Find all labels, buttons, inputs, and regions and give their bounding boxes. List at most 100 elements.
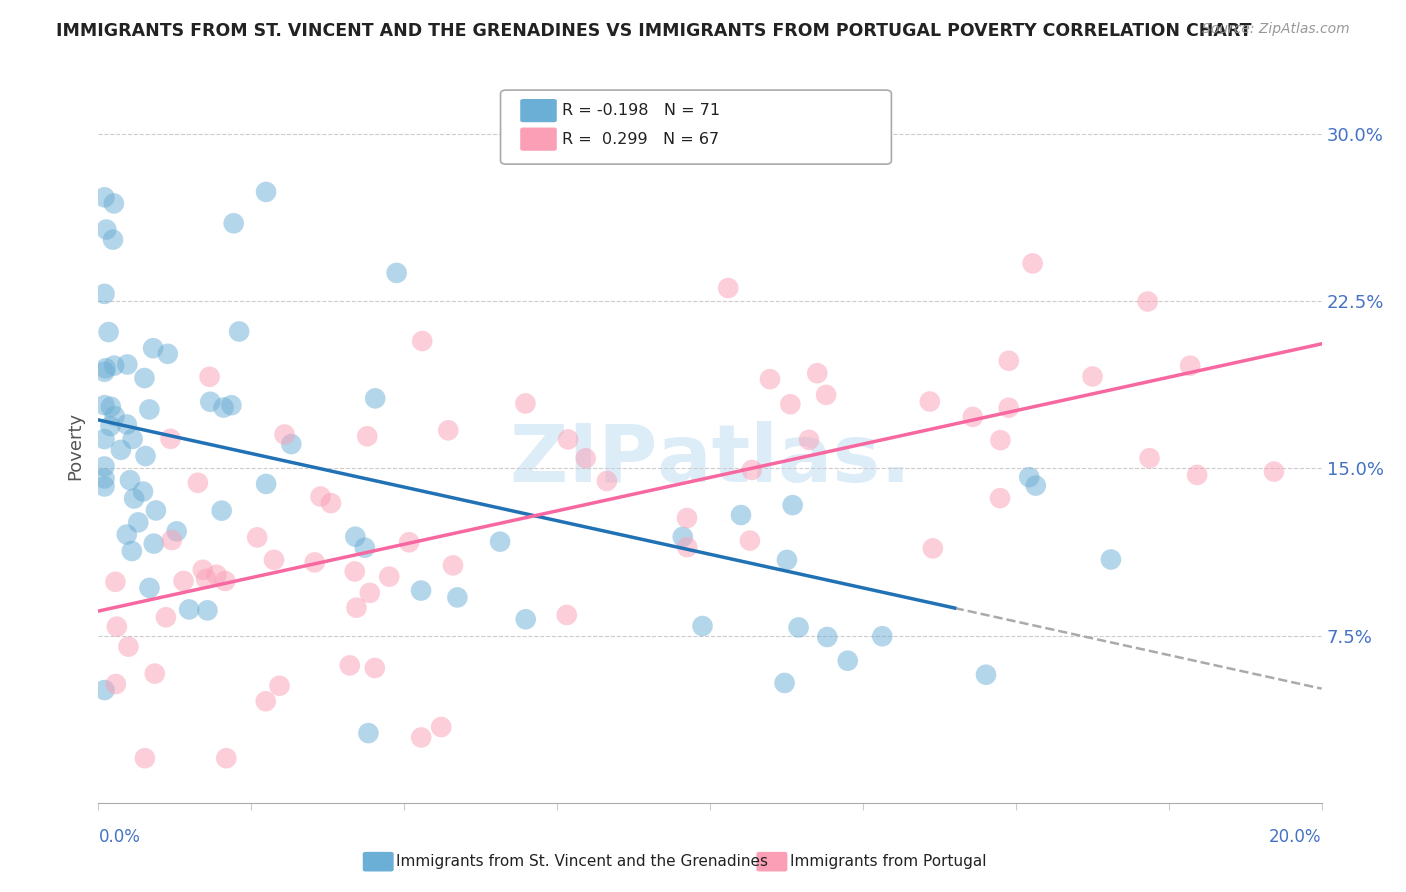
Point [179,602,201,616]
Point [921,541,943,556]
Point [100,419,122,434]
Point [93,479,115,493]
Point [127,516,149,530]
Point [1021,256,1043,270]
Point [787,620,810,634]
Point [730,508,752,522]
Point [212,401,235,415]
Point [280,437,302,451]
Point [104,409,127,423]
Point [205,567,228,582]
Point [356,429,378,443]
Point [797,433,820,447]
Point [364,661,387,675]
Point [409,583,432,598]
Point [269,679,291,693]
Point [489,534,512,549]
Point [339,658,361,673]
Point [93,459,115,474]
Point [118,473,141,487]
Point [103,196,125,211]
Point [378,569,401,583]
Point [94,361,117,376]
Text: R =  0.299   N = 67: R = 0.299 N = 67 [562,132,720,146]
Point [160,533,183,547]
Point [197,603,219,617]
Point [145,503,167,517]
Point [776,553,799,567]
Point [1081,369,1104,384]
Point [97,325,120,339]
Point [142,536,165,550]
Point [117,358,139,372]
Point [359,586,381,600]
Point [155,610,177,624]
Point [676,540,699,554]
Point [1185,467,1208,482]
Point [555,607,578,622]
Point [93,432,115,446]
Point [515,612,537,626]
Point [717,281,740,295]
Point [1099,552,1122,566]
Point [815,388,838,402]
Point [1025,478,1047,492]
Point [364,392,387,406]
Point [385,266,408,280]
Point [353,541,375,555]
Point [222,216,245,230]
Point [104,574,127,589]
Point [263,553,285,567]
Point [187,475,209,490]
Point [1263,465,1285,479]
Point [759,372,782,386]
Point [806,366,828,380]
Point [143,666,166,681]
Point [672,530,695,544]
Point [988,491,1011,505]
Point [110,442,132,457]
Point [132,484,155,499]
Point [596,474,619,488]
Point [779,397,801,411]
Point [105,619,128,633]
Point [1139,451,1161,466]
Point [1136,294,1159,309]
Point [437,423,460,437]
Point [575,451,598,466]
Point [173,574,195,588]
Point [93,683,115,698]
Point [101,233,124,247]
Point [195,572,218,586]
Point [254,694,277,708]
Y-axis label: Poverty: Poverty [66,412,84,480]
Text: Immigrants from St. Vincent and the Grenadines: Immigrants from St. Vincent and the Gren… [396,855,769,869]
Point [159,432,181,446]
Point [346,600,368,615]
Text: Source: ZipAtlas.com: Source: ZipAtlas.com [1202,22,1350,37]
Point [166,524,188,539]
Point [273,427,295,442]
Point [319,496,342,510]
Point [93,190,115,204]
Point [121,432,143,446]
Point [773,676,796,690]
Point [142,341,165,355]
Point [446,591,468,605]
Point [228,325,250,339]
Point [115,527,138,541]
Point [115,417,138,432]
Point [515,396,537,410]
Point [134,371,156,385]
Point [156,347,179,361]
Point [343,565,366,579]
Point [782,498,804,512]
Text: Immigrants from Portugal: Immigrants from Portugal [790,855,987,869]
Point [246,530,269,544]
Point [304,555,326,569]
Point [309,490,332,504]
Point [990,433,1012,447]
Point [93,365,115,379]
Point [254,185,277,199]
Point [837,654,859,668]
